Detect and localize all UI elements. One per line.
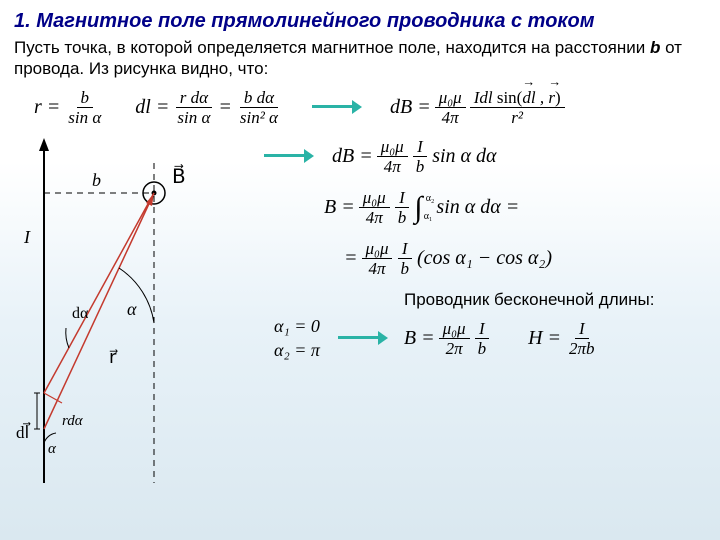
diag-da: dα bbox=[72, 305, 89, 322]
formula-dB1: dB = μ₀μ 4π Idl sin(dl , r) r² bbox=[390, 88, 565, 127]
frac-mu3: μ₀μ 4π bbox=[359, 188, 390, 227]
formula-dl: dl = r dα sin α = b dα sin² α bbox=[135, 88, 282, 127]
frac-Ib4: I b bbox=[474, 319, 491, 358]
num-rda: r dα bbox=[176, 88, 212, 108]
num-I4: I bbox=[475, 319, 489, 339]
den-r2: r² bbox=[507, 108, 527, 127]
den-b: b bbox=[412, 157, 429, 176]
alpha-stack: α₁ = 0 α₂ = π bbox=[274, 316, 320, 361]
den-b3: b bbox=[396, 259, 413, 278]
num-I: I bbox=[413, 137, 427, 157]
frac-dl2: b dα sin² α bbox=[236, 88, 282, 127]
frac-Ib3: I b bbox=[396, 239, 413, 278]
num-I2: I bbox=[395, 188, 409, 208]
frac-Idl: Idl sin(dl , r) r² bbox=[470, 88, 565, 127]
num-b: b bbox=[77, 88, 94, 108]
den-sina: sin α bbox=[64, 108, 105, 127]
den-2pib: 2πb bbox=[565, 339, 599, 358]
diag-alpha2: α bbox=[48, 441, 57, 457]
frac-Ib2: I b bbox=[394, 188, 411, 227]
dB-eq: dB = bbox=[390, 96, 431, 119]
num-IH: I bbox=[575, 319, 589, 339]
B-eq: B = bbox=[324, 196, 355, 219]
diag-r: r⃗ bbox=[109, 347, 118, 367]
bottom-row: α₁ = 0 α₂ = π B = μ₀μ 2π I b H = I 2 bbox=[274, 316, 706, 361]
formula-row-1: r = b sin α dl = r dα sin α = b dα sin² … bbox=[34, 88, 706, 127]
den-b2: b bbox=[394, 208, 411, 227]
diag-dl: dl⃗ bbox=[16, 421, 31, 441]
intro-text: Пусть точка, в которой определяется магн… bbox=[14, 37, 706, 80]
intro-b: b bbox=[650, 38, 660, 57]
eq2: = bbox=[344, 247, 358, 270]
num-mu3: μ₀μ bbox=[359, 188, 390, 208]
formula-B-int: B = μ₀μ 4π I b ∫α₂α₁ sin α dα = bbox=[324, 188, 519, 227]
B-eq2: B = bbox=[404, 327, 435, 350]
den-sin2a: sin² α bbox=[236, 108, 282, 127]
diag-B: B⃗ bbox=[172, 163, 186, 188]
num-mu5: μ₀μ bbox=[439, 319, 470, 339]
frac-mu5: μ₀μ 2π bbox=[439, 319, 470, 358]
eq1: = bbox=[218, 96, 232, 119]
formula-line-4: = μ₀μ 4π I b (cos α₁ − cos α₂) bbox=[344, 239, 706, 278]
formula-r: r = b sin α bbox=[34, 88, 105, 127]
frac-mu1: μ₀μ 4π bbox=[435, 88, 466, 127]
num-mu4: μ₀μ bbox=[362, 239, 393, 259]
num-mu2: μ₀μ bbox=[377, 137, 408, 157]
diag-rda: rdα bbox=[62, 413, 84, 429]
den-4pi3: 4π bbox=[362, 208, 387, 227]
den-4pi4: 4π bbox=[364, 259, 389, 278]
frac-mu4: μ₀μ 4π bbox=[362, 239, 393, 278]
frac-dl1: r dα sin α bbox=[173, 88, 214, 127]
formula-H: H = I 2πb bbox=[528, 319, 598, 358]
formula-line-3: B = μ₀μ 4π I b ∫α₂α₁ sin α dα = bbox=[324, 188, 706, 227]
arrow-icon bbox=[312, 102, 360, 112]
arrow-icon-2 bbox=[264, 151, 312, 161]
intg-tail: sin α dα = bbox=[436, 196, 519, 219]
alpha1: α₁ = 0 bbox=[274, 316, 320, 337]
den-sina2: sin α bbox=[173, 108, 214, 127]
page-title: 1. Магнитное поле прямолинейного проводн… bbox=[14, 10, 706, 33]
alpha2: α₂ = π bbox=[274, 340, 320, 361]
den-4pi: 4π bbox=[438, 108, 463, 127]
formula-dB2: dB = μ₀μ 4π I b sin α dα bbox=[332, 137, 497, 176]
diag-alpha: α bbox=[127, 299, 137, 319]
H-eq: H = bbox=[528, 327, 561, 350]
formula-B-cos: = μ₀μ 4π I b (cos α₁ − cos α₂) bbox=[344, 239, 552, 278]
frac-mu2: μ₀μ 4π bbox=[377, 137, 408, 176]
num-bda: b dα bbox=[240, 88, 278, 108]
den-b4: b bbox=[474, 339, 491, 358]
frac-r: b sin α bbox=[64, 88, 105, 127]
formula-line-2: dB = μ₀μ 4π I b sin α dα bbox=[264, 137, 706, 176]
intro-pre: Пусть точка, в которой определяется магн… bbox=[14, 38, 650, 57]
diag-b: b bbox=[92, 170, 101, 190]
right-column: dB = μ₀μ 4π I b sin α dα B = μ₀μ 4π bbox=[234, 133, 706, 498]
den-2pi: 2π bbox=[442, 339, 467, 358]
integral-sign: ∫α₂α₁ bbox=[414, 200, 422, 215]
dl-eq: dl = bbox=[135, 96, 169, 119]
infinite-conductor-label: Проводник бесконечной длины: bbox=[404, 290, 706, 310]
cos-result: (cos α₁ − cos α₂) bbox=[417, 247, 552, 270]
formula-B-final: B = μ₀μ 2π I b bbox=[404, 319, 490, 358]
num-Idl: Idl sin(dl , r) bbox=[470, 88, 565, 108]
dB-eq2: dB = bbox=[332, 145, 373, 168]
arrow-icon-3 bbox=[338, 333, 386, 343]
frac-H: I 2πb bbox=[565, 319, 599, 358]
r-eq: r = bbox=[34, 96, 60, 119]
frac-Ib: I b bbox=[412, 137, 429, 176]
tail-sinada: sin α dα bbox=[432, 145, 496, 168]
physics-diagram: I b B⃗ dα α r⃗ rdα dl⃗ α bbox=[14, 133, 224, 498]
den-4pi2: 4π bbox=[380, 157, 405, 176]
diag-I: I bbox=[23, 227, 31, 247]
content-area: I b B⃗ dα α r⃗ rdα dl⃗ α dB = bbox=[14, 133, 706, 498]
num-I3: I bbox=[398, 239, 412, 259]
num-mu: μ₀μ bbox=[435, 88, 466, 108]
